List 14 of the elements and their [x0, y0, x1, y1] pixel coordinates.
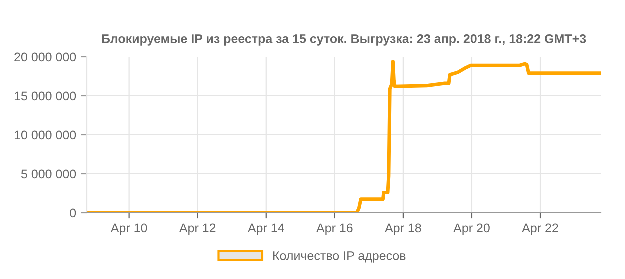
x-tick-label: Apr 14 — [248, 224, 284, 236]
x-tick-label: Apr 22 — [522, 224, 558, 236]
y-tick-label: 15 000 000 — [14, 92, 76, 101]
y-tick-label: 10 000 000 — [14, 130, 76, 140]
x-tick-label: Apr 16 — [316, 224, 353, 236]
y-tick-label: 20 000 000 — [14, 52, 76, 62]
chart-title: Блокируемые IP из реестра за 15 суток. Выгрузка: 23 апр. 2018 г., 18:22 GMT+3 — [102, 34, 586, 46]
legend-label: Количество IP адресов — [274, 252, 406, 263]
x-tick-label: Apr 20 — [454, 224, 490, 236]
y-tick-label: 5 000 000 — [21, 170, 76, 179]
x-tick-label: Apr 18 — [385, 224, 422, 236]
y-tick-label: 0 — [70, 208, 76, 218]
x-tick-label: Apr 12 — [179, 224, 216, 236]
x-tick-label: Apr 10 — [110, 224, 148, 236]
